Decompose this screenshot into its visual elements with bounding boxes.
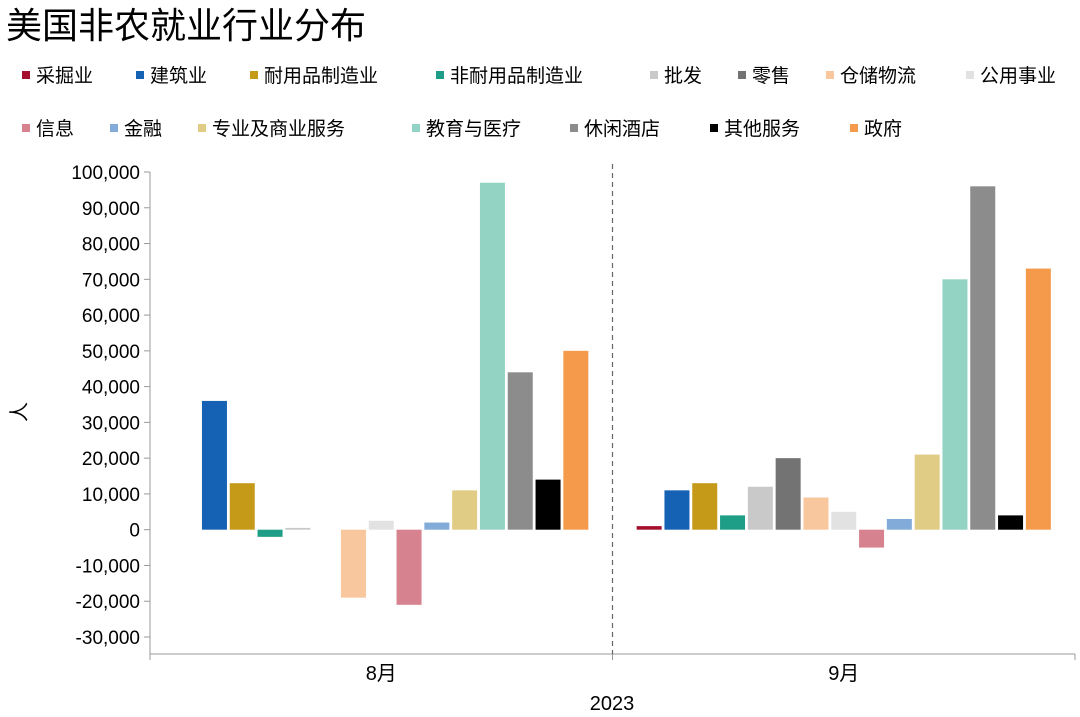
- y-tick-label: 90,000: [82, 199, 140, 220]
- bar: [201, 400, 227, 530]
- legend-swatch: [710, 124, 718, 132]
- y-tick-label: 60,000: [82, 306, 140, 327]
- y-tick-label: 50,000: [82, 342, 140, 363]
- legend-swatch: [136, 71, 144, 79]
- legend-item: 休闲酒店: [570, 118, 660, 140]
- legend-item: 零售: [738, 65, 790, 87]
- bar: [257, 529, 283, 537]
- legend-label: 金融: [124, 118, 162, 140]
- legend-swatch: [436, 71, 444, 79]
- bar: [285, 527, 311, 530]
- legend-label: 休闲酒店: [584, 118, 660, 140]
- legend-label: 政府: [864, 118, 902, 140]
- bar: [535, 479, 561, 530]
- x-axis: 8月 9月: [149, 164, 1076, 685]
- bar: [452, 490, 478, 530]
- y-tick-label: 100,000: [71, 163, 140, 184]
- legend-label: 公用事业: [980, 65, 1056, 87]
- legend-label: 建筑业: [150, 65, 207, 87]
- legend-label: 仓储物流: [840, 65, 916, 87]
- bar: [368, 520, 394, 530]
- legend-swatch: [198, 124, 206, 132]
- x-axis-label: 2023: [590, 693, 635, 715]
- legend-swatch: [412, 124, 420, 132]
- bars: [201, 182, 1051, 605]
- bar: [229, 483, 255, 530]
- bar: [942, 279, 968, 530]
- legend-item: 金融: [110, 118, 162, 140]
- legend-label: 零售: [752, 65, 790, 87]
- y-axis: -30,000 -20,000 -10,000 0 10,000 20,000 30,000…: [71, 163, 151, 654]
- y-tick-label: 10,000: [82, 485, 140, 506]
- y-tick-label: 80,000: [82, 235, 140, 256]
- legend-item: 建筑业: [136, 65, 207, 87]
- bar: [479, 182, 505, 530]
- bar: [664, 490, 690, 530]
- legend-item: 专业及商业服务: [198, 118, 345, 140]
- y-tick-label: 70,000: [82, 270, 140, 291]
- legend-item: 非耐用品制造业: [436, 65, 583, 87]
- legend-item: 采掘业: [22, 65, 93, 87]
- bar: [775, 458, 801, 530]
- legend-swatch: [22, 124, 30, 132]
- legend-item: 耐用品制造业: [250, 65, 378, 87]
- legend-swatch: [570, 124, 578, 132]
- y-tick-label: 30,000: [82, 413, 140, 434]
- legend-swatch: [110, 124, 118, 132]
- legend-item: 教育与医疗: [412, 118, 521, 140]
- bar: [720, 515, 746, 530]
- legend-swatch: [826, 71, 834, 79]
- bar: [636, 526, 662, 530]
- legend-item: 批发: [650, 65, 702, 87]
- legend-swatch: [966, 71, 974, 79]
- bar: [803, 497, 829, 530]
- bar: [998, 515, 1024, 530]
- legend-label: 批发: [664, 65, 702, 87]
- legend-label: 信息: [36, 118, 74, 140]
- y-axis-label: 人: [8, 402, 31, 422]
- legend-item: 仓储物流: [826, 65, 916, 87]
- legend-label: 其他服务: [724, 118, 800, 140]
- legend-swatch: [738, 71, 746, 79]
- legend-swatch: [250, 71, 258, 79]
- bar: [507, 372, 533, 530]
- bar: [886, 518, 912, 530]
- legend-item: 信息: [22, 118, 74, 140]
- bar: [692, 483, 718, 530]
- bar: [1025, 268, 1051, 530]
- legend-item: 其他服务: [710, 118, 800, 140]
- y-tick-label: 20,000: [82, 449, 140, 470]
- bar: [563, 350, 589, 530]
- legend-label: 专业及商业服务: [212, 118, 345, 140]
- bar: [340, 529, 366, 598]
- legend-label: 教育与医疗: [426, 118, 521, 140]
- bar: [747, 486, 773, 530]
- bar: [396, 529, 422, 605]
- y-tick-label: -10,000: [76, 556, 140, 577]
- y-tick-label: 0: [129, 521, 140, 542]
- legend-label: 非耐用品制造业: [450, 65, 583, 87]
- y-tick-label: -30,000: [76, 628, 140, 649]
- bar: [914, 454, 940, 530]
- bar: [859, 529, 885, 548]
- legend-swatch: [22, 71, 30, 79]
- y-tick-label: 40,000: [82, 378, 140, 399]
- legend-label: 采掘业: [36, 65, 93, 87]
- x-tick-label: 8月: [366, 663, 397, 685]
- legend-swatch: [650, 71, 658, 79]
- bar: [831, 511, 857, 530]
- bar: [424, 522, 450, 530]
- x-tick-label: 9月: [828, 663, 859, 685]
- chart-title: 美国非农就业行业分布: [6, 6, 366, 47]
- y-tick-label: -20,000: [76, 592, 140, 613]
- legend-swatch: [850, 124, 858, 132]
- legend-item: 公用事业: [966, 65, 1056, 87]
- bar: [970, 186, 996, 530]
- legend-item: 政府: [850, 118, 902, 140]
- legend-label: 耐用品制造业: [264, 65, 378, 87]
